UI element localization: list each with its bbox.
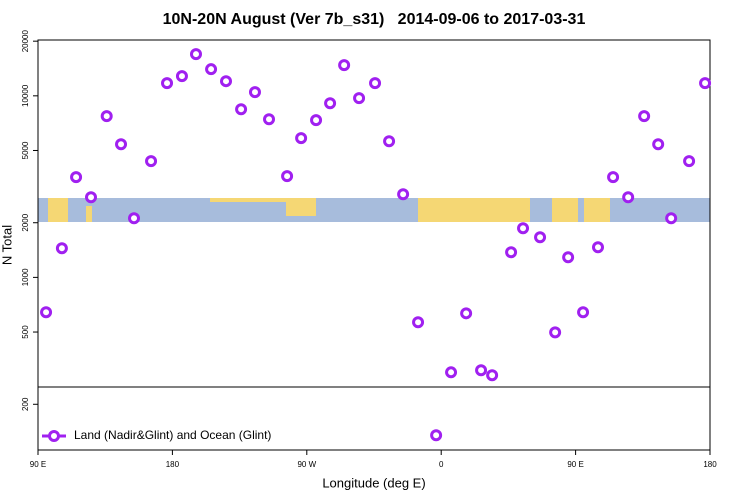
y-axis-label: N Total: [0, 225, 14, 265]
x-tick-label: 180: [166, 460, 180, 469]
point: [517, 222, 530, 235]
x-tick-label: 90 E: [567, 460, 583, 469]
point: [486, 369, 499, 382]
y-tick-label: 20000: [21, 30, 30, 53]
point: [534, 231, 547, 244]
point: [683, 155, 696, 168]
point: [412, 316, 425, 329]
point: [189, 48, 202, 61]
point: [652, 138, 665, 151]
point: [115, 138, 128, 151]
point: [665, 212, 678, 225]
point: [607, 171, 620, 184]
point: [430, 429, 443, 442]
y-tick-label: 5000: [21, 141, 30, 159]
point: [248, 86, 261, 99]
legend-label: Land (Nadir&Glint) and Ocean (Glint): [74, 428, 271, 442]
x-tick-label: 180: [703, 460, 717, 469]
point: [369, 77, 382, 90]
y-tick-label: 1000: [21, 268, 30, 286]
point: [205, 63, 218, 76]
point: [383, 135, 396, 148]
y-tick-label: 500: [21, 325, 30, 339]
point: [128, 212, 141, 225]
x-axis-label: Longitude (deg E): [322, 475, 425, 490]
point: [100, 110, 113, 123]
point: [175, 70, 188, 83]
point: [338, 59, 351, 72]
point: [324, 97, 337, 110]
point: [549, 326, 562, 339]
point: [397, 188, 410, 201]
point: [310, 114, 323, 127]
legend-marker: [48, 430, 60, 442]
point: [220, 75, 233, 88]
point: [145, 155, 158, 168]
point: [475, 364, 488, 377]
point: [55, 242, 68, 255]
plot-frame: [37, 39, 711, 451]
point: [353, 92, 366, 105]
point: [161, 77, 174, 90]
point: [85, 191, 98, 204]
chart-title: 10N-20N August (Ver 7b_s31) 2014-09-06 t…: [163, 11, 586, 28]
point: [40, 306, 53, 319]
point: [638, 110, 651, 123]
point: [577, 306, 590, 319]
x-tick-label: 0: [439, 460, 444, 469]
point: [505, 246, 518, 259]
y-tick-label: 10000: [21, 84, 30, 107]
point: [592, 241, 604, 254]
point: [295, 132, 308, 145]
point: [70, 171, 83, 184]
x-tick-label: 90 W: [297, 460, 316, 469]
y-tick-label: 200: [21, 397, 30, 411]
point: [460, 307, 473, 320]
point: [235, 103, 248, 116]
map-strip: [38, 198, 710, 222]
point: [445, 366, 458, 379]
x-tick-label: 90 E: [30, 460, 46, 469]
point: [562, 251, 575, 264]
point: [622, 191, 635, 204]
point: [281, 170, 294, 183]
point: [263, 113, 276, 126]
point: [699, 77, 712, 90]
y-tick-label: 2000: [21, 213, 30, 231]
